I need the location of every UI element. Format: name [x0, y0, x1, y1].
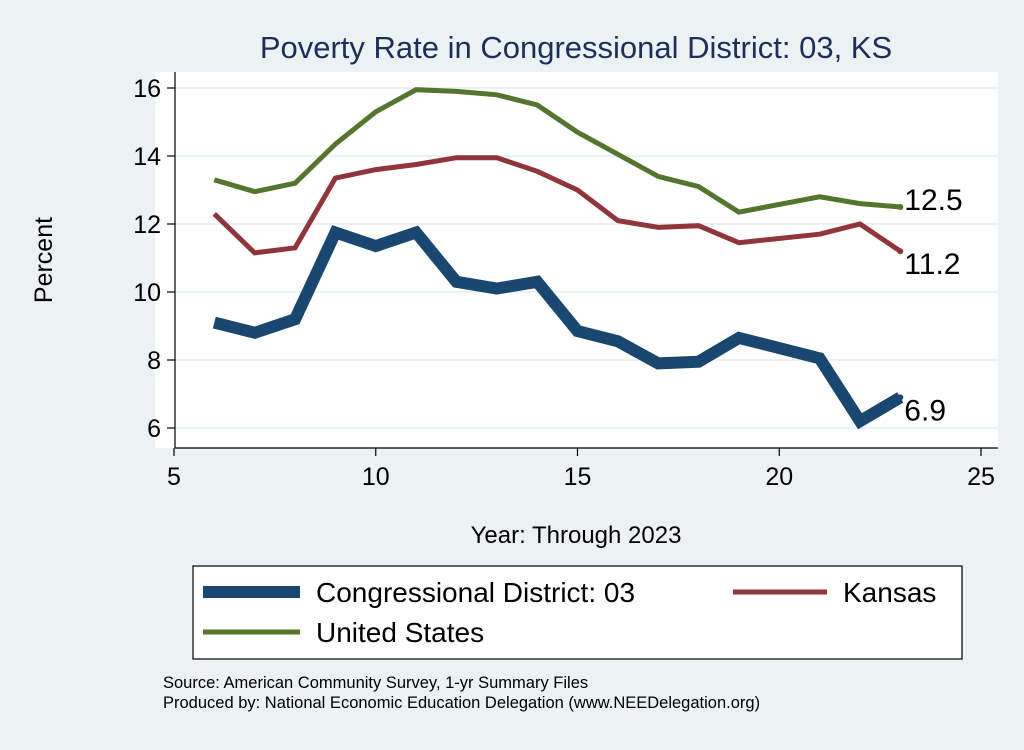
x-axis-title: Year: Through 2023 [471, 522, 682, 549]
legend-label: Kansas [843, 577, 936, 608]
end-point-marker [897, 204, 904, 210]
end-point-marker [897, 394, 904, 401]
end-labels: 6.9 11.2 12.5 [897, 184, 963, 427]
end-value-label: 12.5 [904, 184, 962, 217]
y-tick-label: 14 [133, 143, 161, 171]
x-tick-label: 15 [564, 463, 592, 491]
legend-label: Congressional District: 03 [316, 577, 635, 608]
y-axis-title: Percent [30, 217, 58, 303]
x-tick-label: 20 [765, 463, 793, 491]
x-tick-label: 5 [167, 463, 181, 491]
x-tick-label: 10 [362, 463, 390, 491]
legend-label: United States [316, 617, 484, 648]
plot-area [155, 72, 998, 448]
series-line-district [212, 225, 904, 430]
source-note: Source: American Community Survey, 1-yr … [163, 674, 588, 692]
end-value-label: 11.2 [904, 248, 960, 281]
series-line-united-states [213, 87, 901, 215]
axes: 6 8 10 12 14 16 5 10 15 20 25 [133, 72, 998, 491]
y-tick-label: 12 [133, 211, 161, 239]
x-tick-label: 25 [967, 463, 995, 491]
y-tick-label: 6 [147, 415, 161, 443]
legend-box [192, 565, 963, 660]
series-lines [212, 87, 904, 430]
producer-note: Produced by: National Economic Education… [163, 694, 760, 712]
y-tick-label: 16 [133, 75, 161, 103]
series-line-kansas [212, 155, 902, 256]
y-tick-label: 10 [133, 279, 161, 307]
end-point-marker [897, 248, 904, 255]
chart-title: Poverty Rate in Congressional District: … [260, 30, 892, 65]
legend: Congressional District: 03 Kansas United S… [203, 577, 936, 648]
end-value-label: 6.9 [904, 394, 946, 427]
y-tick-label: 8 [147, 347, 161, 375]
